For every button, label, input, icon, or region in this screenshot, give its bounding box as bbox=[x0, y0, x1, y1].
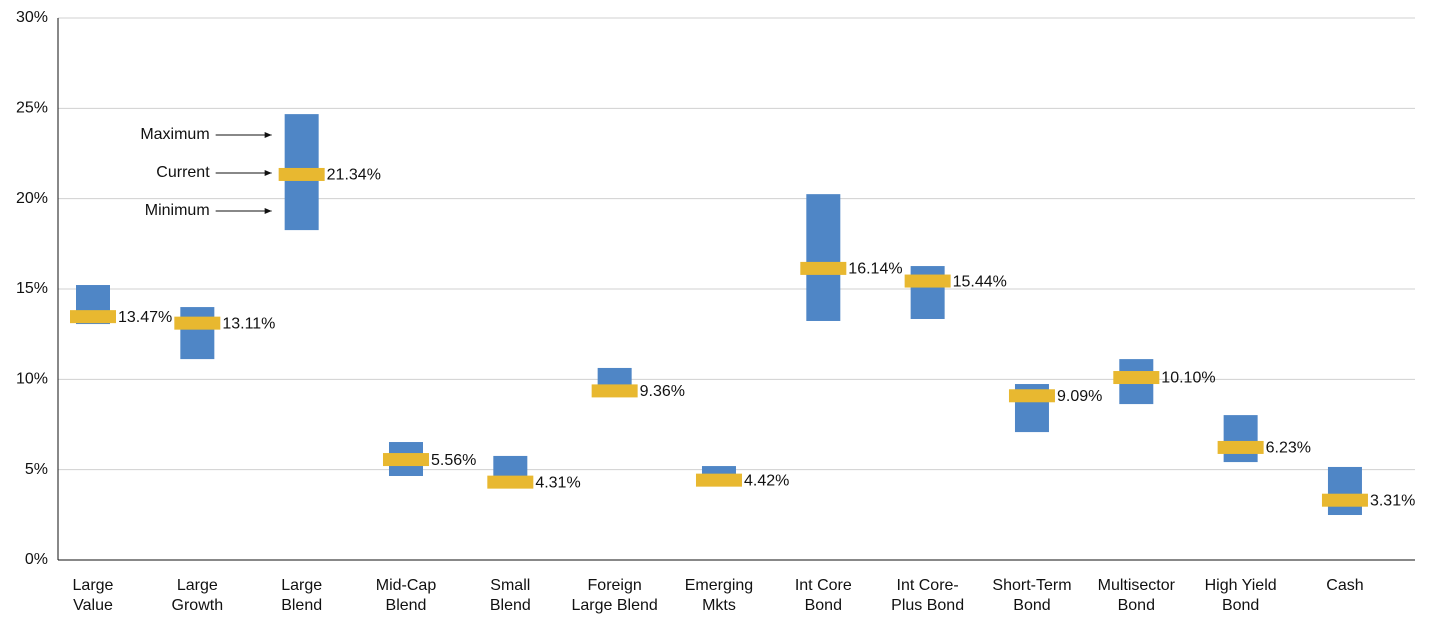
value-label: 4.31% bbox=[535, 474, 580, 491]
value-label: 3.31% bbox=[1370, 492, 1415, 509]
value-label: 16.14% bbox=[848, 261, 902, 278]
current-marker bbox=[695, 473, 742, 487]
current-marker bbox=[70, 310, 116, 324]
y-tick-label: 15% bbox=[16, 280, 48, 297]
legend-annotation: Minimum bbox=[145, 202, 210, 219]
x-tick-label: Int Core- Plus Bond bbox=[891, 577, 965, 614]
range-bar bbox=[806, 194, 841, 321]
current-marker bbox=[1113, 371, 1160, 385]
value-label: 21.34% bbox=[327, 167, 381, 184]
current-marker bbox=[1008, 389, 1055, 403]
current-marker bbox=[1217, 440, 1264, 454]
x-tick-label: Short-Term Bond bbox=[992, 577, 1072, 614]
value-label: 10.10% bbox=[1161, 370, 1215, 387]
current-marker bbox=[278, 167, 325, 181]
x-tick-label: High Yield Bond bbox=[1204, 577, 1277, 614]
x-tick-label: Int Core Bond bbox=[794, 577, 852, 614]
x-tick-label: Cash bbox=[1326, 577, 1364, 594]
value-label: 15.44% bbox=[953, 273, 1007, 290]
value-label: 9.09% bbox=[1057, 388, 1102, 405]
current-marker bbox=[1321, 493, 1368, 507]
y-tick-label: 5% bbox=[25, 461, 48, 478]
range-bar bbox=[180, 307, 215, 360]
x-tick-label: Large Value bbox=[72, 577, 114, 614]
value-label: 13.11% bbox=[222, 315, 275, 332]
x-tick-label: Large Growth bbox=[171, 577, 224, 614]
current-marker bbox=[904, 274, 951, 288]
current-marker bbox=[382, 453, 429, 467]
range-bar bbox=[910, 266, 945, 319]
y-tick-label: 10% bbox=[16, 371, 48, 388]
x-tick-label: Multisector Bond bbox=[1097, 577, 1175, 614]
x-tick-label: Large Blend bbox=[281, 577, 323, 614]
value-label: 4.42% bbox=[744, 472, 789, 489]
x-tick-label: Small Blend bbox=[489, 577, 531, 614]
value-label: 9.36% bbox=[640, 383, 685, 400]
current-marker bbox=[591, 384, 638, 398]
value-label: 5.56% bbox=[431, 452, 476, 469]
y-tick-label: 20% bbox=[16, 190, 48, 207]
x-tick-label: Foreign Large Blend bbox=[571, 577, 658, 614]
range-bar bbox=[1223, 415, 1258, 463]
current-marker bbox=[800, 261, 847, 275]
range-bar bbox=[1327, 466, 1362, 516]
value-label: 6.23% bbox=[1266, 440, 1311, 457]
legend-annotation: Maximum bbox=[140, 126, 209, 143]
x-tick-label: Mid-Cap Blend bbox=[375, 577, 437, 614]
y-tick-label: 30% bbox=[16, 9, 48, 26]
y-tick-label: 25% bbox=[16, 100, 48, 117]
current-marker bbox=[174, 316, 221, 330]
value-label: 13.47% bbox=[118, 309, 172, 326]
y-tick-label: 0% bbox=[25, 551, 48, 568]
current-marker bbox=[487, 475, 534, 489]
x-tick-label: Emerging Mkts bbox=[684, 577, 754, 614]
legend-annotation: Current bbox=[156, 164, 210, 181]
